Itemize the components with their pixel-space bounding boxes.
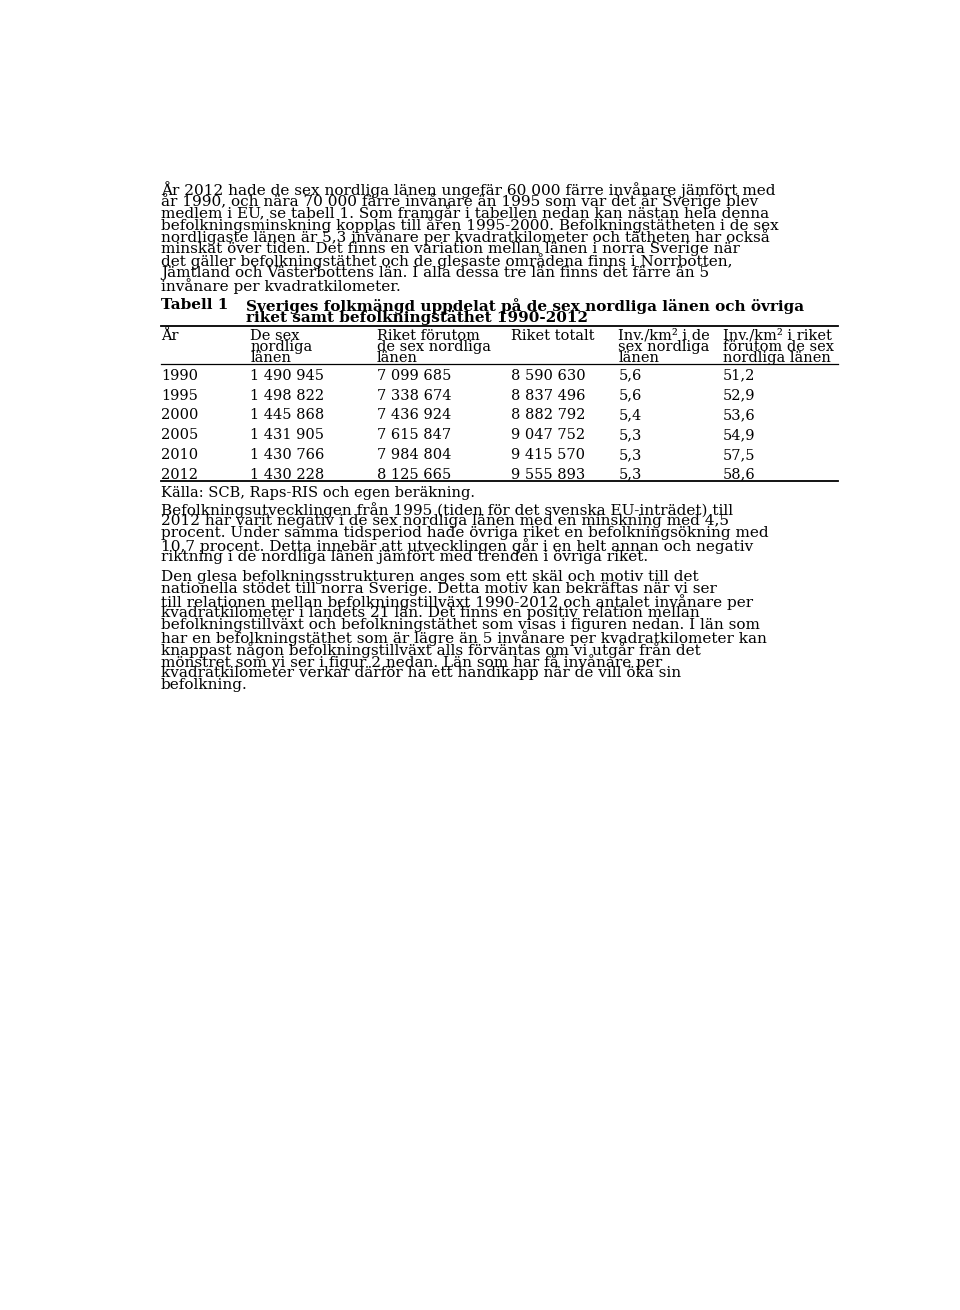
Text: 5,4: 5,4 [618,409,641,422]
Text: Källa: SCB, Raps-RIS och egen beräkning.: Källa: SCB, Raps-RIS och egen beräkning. [161,486,475,500]
Text: befolkningstillväxt och befolkningstäthet som visas i figuren nedan. I län som: befolkningstillväxt och befolkningstäthe… [161,618,759,631]
Text: 54,9: 54,9 [723,428,756,443]
Text: 9 555 893: 9 555 893 [511,468,585,482]
Text: Riket förutom: Riket förutom [376,329,480,343]
Text: riktning i de nordliga länen jämfört med trenden i övriga riket.: riktning i de nordliga länen jämfört med… [161,550,648,565]
Text: Tabell 1: Tabell 1 [161,299,228,312]
Text: har en befolkningstäthet som är lägre än 5 invånare per kvadratkilometer kan: har en befolkningstäthet som är lägre än… [161,630,767,646]
Text: befolkning.: befolkning. [161,679,248,692]
Text: 8 837 496: 8 837 496 [511,389,585,402]
Text: de sex nordliga: de sex nordliga [376,339,491,354]
Text: 1990: 1990 [161,368,198,383]
Text: De sex: De sex [251,329,300,343]
Text: 7 615 847: 7 615 847 [376,428,451,443]
Text: 2010: 2010 [161,448,198,462]
Text: Befolkningsutvecklingen från 1995 (tiden för det svenska EU-inträdet) till: Befolkningsutvecklingen från 1995 (tiden… [161,502,733,517]
Text: befolkningsminskning kopplas till åren 1995-2000. Befolkningstätheten i de sex: befolkningsminskning kopplas till åren 1… [161,217,779,233]
Text: 7 984 804: 7 984 804 [376,448,451,462]
Text: 9 047 752: 9 047 752 [511,428,585,443]
Text: 7 436 924: 7 436 924 [376,409,451,422]
Text: 2005: 2005 [161,428,198,443]
Text: 51,2: 51,2 [723,368,755,383]
Text: 52,9: 52,9 [723,389,756,402]
Text: Inv./km² i riket: Inv./km² i riket [723,329,831,343]
Text: 9 415 570: 9 415 570 [511,448,585,462]
Text: 10,7 procent. Detta innebär att utvecklingen går i en helt annan och negativ: 10,7 procent. Detta innebär att utveckli… [161,538,754,554]
Text: nationella stödet till norra Sverige. Detta motiv kan bekräftas när vi ser: nationella stödet till norra Sverige. De… [161,582,717,596]
Text: År: År [161,329,179,343]
Text: Jämtland och Västerbottens län. I alla dessa tre län finns det färre än 5: Jämtland och Västerbottens län. I alla d… [161,266,709,279]
Text: 5,3: 5,3 [618,448,642,462]
Text: sex nordliga: sex nordliga [618,339,709,354]
Text: 1 445 868: 1 445 868 [251,409,324,422]
Text: riket samt befolkningstäthet 1990-2012: riket samt befolkningstäthet 1990-2012 [247,310,588,325]
Text: 8 882 792: 8 882 792 [511,409,585,422]
Text: år 1990, och nära 70 000 färre invånare än 1995 som var det år Sverige blev: år 1990, och nära 70 000 färre invånare … [161,194,758,210]
Text: 2000: 2000 [161,409,199,422]
Text: 8 590 630: 8 590 630 [511,368,586,383]
Text: År 2012 hade de sex nordliga länen ungefär 60 000 färre invånare jämfört med: År 2012 hade de sex nordliga länen ungef… [161,181,776,198]
Text: 57,5: 57,5 [723,448,756,462]
Text: 2012 har varit negativ i de sex nordliga länen med en minskning med 4,5: 2012 har varit negativ i de sex nordliga… [161,514,729,528]
Text: 58,6: 58,6 [723,468,756,482]
Text: minskat över tiden. Det finns en variation mellan länen i norra Sverige när: minskat över tiden. Det finns en variati… [161,241,740,255]
Text: kvadratkilometer verkar därför ha ett handikapp när de vill öka sin: kvadratkilometer verkar därför ha ett ha… [161,665,681,680]
Text: 53,6: 53,6 [723,409,756,422]
Text: 1 498 822: 1 498 822 [251,389,324,402]
Text: 1995: 1995 [161,389,198,402]
Text: till relationen mellan befolkningstillväxt 1990-2012 och antalet invånare per: till relationen mellan befolkningstillvä… [161,593,753,609]
Text: 5,3: 5,3 [618,468,642,482]
Text: 7 099 685: 7 099 685 [376,368,451,383]
Text: nordliga: nordliga [251,339,312,354]
Text: knappast någon befolkningstillväxt alls förväntas om vi utgår från det: knappast någon befolkningstillväxt alls … [161,642,701,658]
Text: länen: länen [376,351,418,364]
Text: 5,6: 5,6 [618,389,642,402]
Text: 7 338 674: 7 338 674 [376,389,451,402]
Text: Sveriges folkmängd uppdelat på de sex nordliga länen och övriga: Sveriges folkmängd uppdelat på de sex no… [247,299,804,314]
Text: 1 431 905: 1 431 905 [251,428,324,443]
Text: Riket totalt: Riket totalt [511,329,594,343]
Text: nordligaste länen är 5,3 invånare per kvadratkilometer och tätheten har också: nordligaste länen är 5,3 invånare per kv… [161,229,770,245]
Text: 5,3: 5,3 [618,428,642,443]
Text: invånare per kvadratkilometer.: invånare per kvadratkilometer. [161,278,400,293]
Text: mönstret som vi ser i figur 2 nedan. Län som har få invånare per: mönstret som vi ser i figur 2 nedan. Län… [161,654,662,669]
Text: förutom de sex: förutom de sex [723,339,833,354]
Text: länen: länen [251,351,291,364]
Text: Inv./km² i de: Inv./km² i de [618,329,710,343]
Text: länen: länen [618,351,660,364]
Text: 1 430 766: 1 430 766 [251,448,324,462]
Text: det gäller befolkningstäthet och de glesaste områdena finns i Norrbotten,: det gäller befolkningstäthet och de gles… [161,254,732,270]
Text: 2012: 2012 [161,468,198,482]
Text: 1 430 228: 1 430 228 [251,468,324,482]
Text: nordliga länen: nordliga länen [723,351,830,364]
Text: medlem i EU, se tabell 1. Som framgår i tabellen nedan kan nästan hela denna: medlem i EU, se tabell 1. Som framgår i … [161,206,769,221]
Text: procent. Under samma tidsperiod hade övriga riket en befolkningsökning med: procent. Under samma tidsperiod hade övr… [161,527,769,540]
Text: 8 125 665: 8 125 665 [376,468,451,482]
Text: Den glesa befolkningsstrukturen anges som ett skäl och motiv till det: Den glesa befolkningsstrukturen anges so… [161,570,699,584]
Text: kvadratkilometer i landets 21 län. Det finns en positiv relation mellan: kvadratkilometer i landets 21 län. Det f… [161,607,700,620]
Text: 5,6: 5,6 [618,368,642,383]
Text: 1 490 945: 1 490 945 [251,368,324,383]
